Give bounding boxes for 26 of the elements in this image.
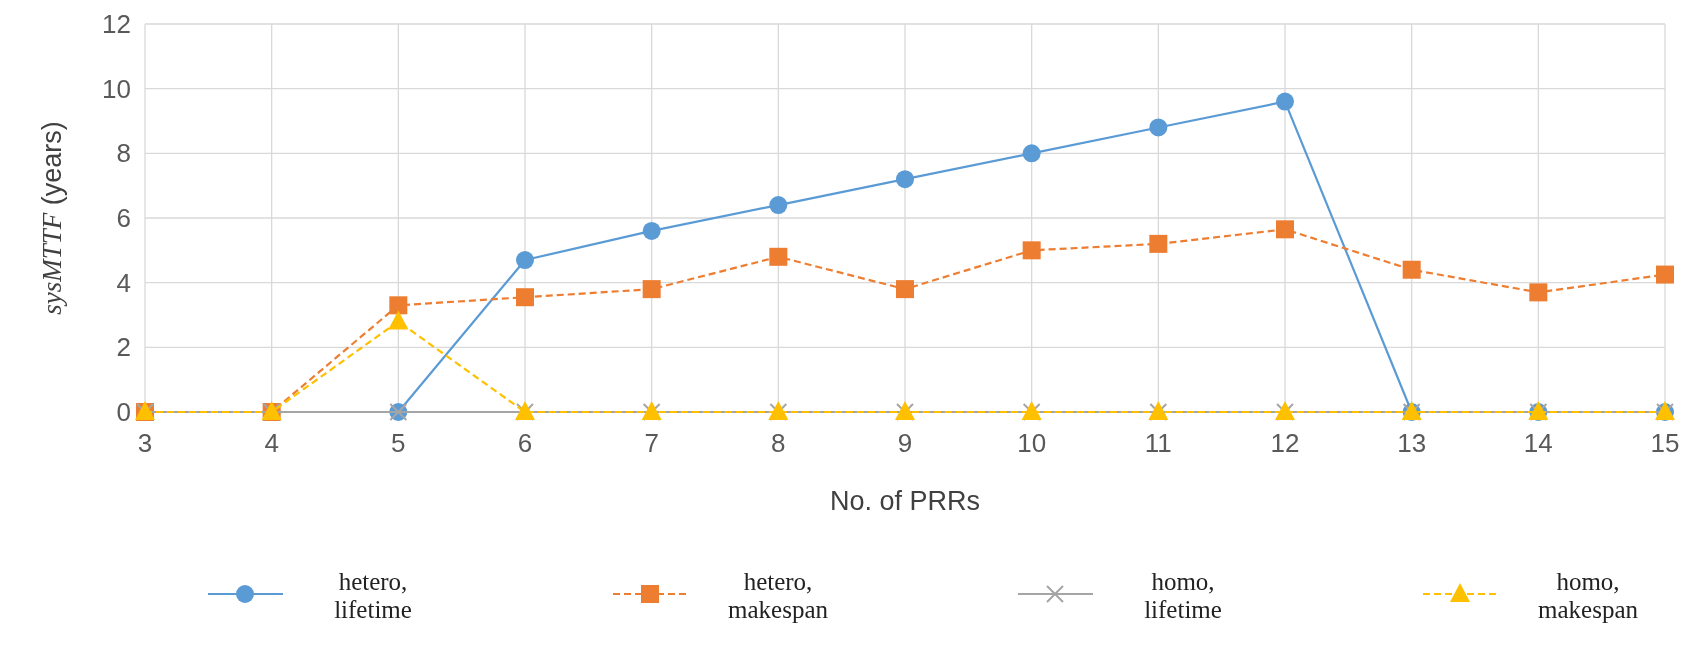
legend-label: homo, makespan: [1538, 568, 1639, 623]
y-tick-label: 2: [116, 332, 131, 363]
x-axis-title: No. of PRRs: [829, 486, 981, 516]
x-tick-label: 11: [1144, 428, 1172, 458]
y-tick-label: 6: [116, 203, 131, 234]
y-tick-label: 12: [102, 9, 131, 40]
y-tick-label: 4: [116, 267, 131, 298]
x-tick-label: 7: [644, 428, 659, 458]
x-tick-label: 9: [897, 428, 913, 458]
x-tick-label: 13: [1397, 428, 1427, 458]
x-tick-label: 6: [517, 428, 533, 458]
y-tick-label: 8: [116, 138, 131, 169]
legend-label: homo, lifetime: [1144, 568, 1222, 623]
x-tick-label: 15: [1650, 428, 1680, 458]
x-tick-label: 8: [771, 428, 786, 458]
x-tick-label: 12: [1270, 428, 1300, 458]
x-tick-label: 14: [1523, 428, 1553, 458]
legend-label: hetero, makespan: [728, 568, 829, 623]
y-tick-label: 0: [116, 397, 131, 428]
legend-label: hetero, lifetime: [334, 568, 412, 623]
x-tick-label: 3: [137, 428, 153, 458]
y-tick-label: 10: [102, 73, 131, 104]
x-tick-label: 10: [1017, 428, 1047, 458]
y-axis-title: sysMTTF (years): [37, 121, 68, 315]
x-tick-label: 5: [391, 428, 406, 458]
x-tick-label: 4: [264, 428, 279, 458]
